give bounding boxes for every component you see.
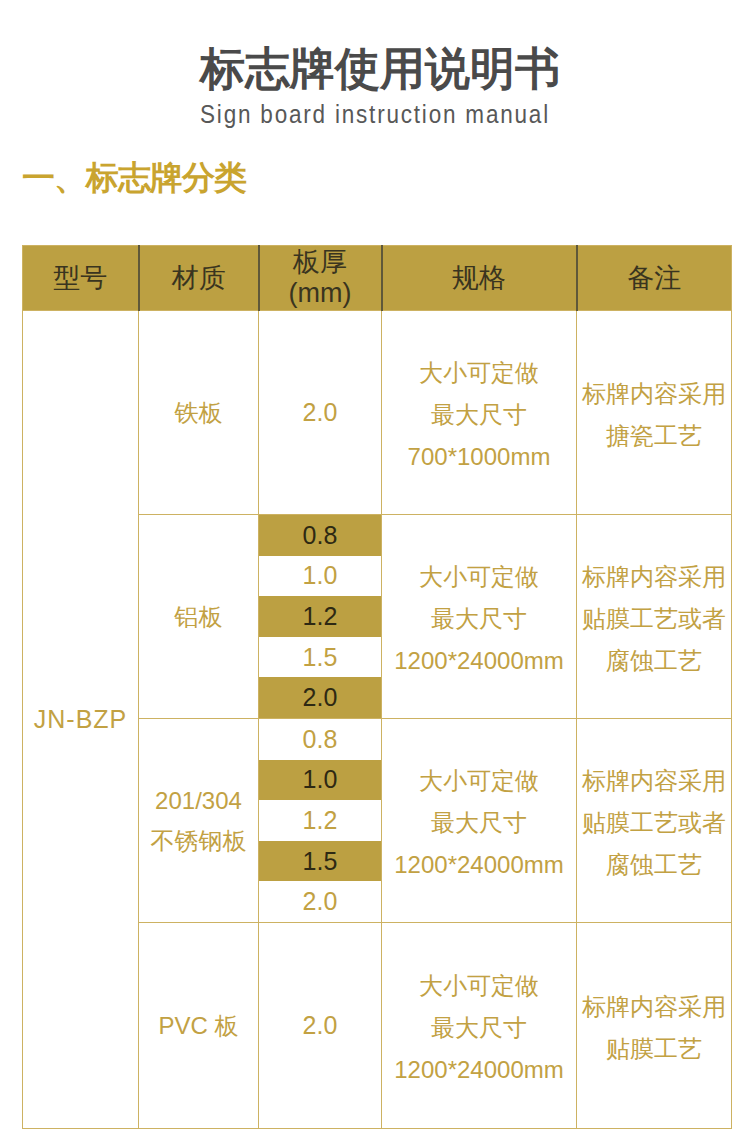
thickness-cell: 0.81.01.21.52.0 — [259, 719, 382, 923]
note-cell: 标牌内容采用 搪瓷工艺 — [577, 311, 732, 515]
thickness-subrow: 1.5 — [259, 841, 381, 882]
col-header-thickness: 板厚 (mm) — [259, 246, 382, 311]
section-heading: 一、标志牌分类 — [22, 161, 246, 194]
thickness-subrow: 2.0 — [259, 881, 381, 922]
spec-table: 型号 材质 板厚 (mm) 规格 备注 JN-BZP 铁板 2.0 大小可定做 … — [22, 245, 732, 1129]
material-cell: 铁板 — [139, 311, 259, 515]
material-cell: 201/304 不锈钢板 — [139, 719, 259, 923]
thickness-subrow: 1.2 — [259, 596, 381, 637]
thickness-cell: 2.0 — [259, 923, 382, 1129]
col-header-model: 型号 — [23, 246, 139, 311]
spec-cell: 大小可定做 最大尺寸 700*1000mm — [382, 311, 577, 515]
thickness-subrow: 0.8 — [259, 515, 381, 556]
spec-cell: 大小可定做 最大尺寸 1200*24000mm — [382, 719, 577, 923]
col-header-material: 材质 — [139, 246, 259, 311]
model-cell: JN-BZP — [23, 311, 139, 1129]
table-header-row: 型号 材质 板厚 (mm) 规格 备注 — [23, 246, 732, 311]
note-cell: 标牌内容采用 贴膜工艺 — [577, 923, 732, 1129]
thickness-subrow: 1.0 — [259, 760, 381, 801]
thickness-subrow: 1.0 — [259, 556, 381, 597]
col-header-spec: 规格 — [382, 246, 577, 311]
thickness-subrow: 2.0 — [259, 677, 381, 718]
col-header-note: 备注 — [577, 246, 732, 311]
thickness-subrow: 0.8 — [259, 719, 381, 760]
material-cell: PVC 板 — [139, 923, 259, 1129]
thickness-subrow: 1.2 — [259, 800, 381, 841]
page-subtitle: Sign board instruction manual — [38, 99, 713, 129]
note-cell: 标牌内容采用 贴膜工艺或者 腐蚀工艺 — [577, 515, 732, 719]
thickness-subrow: 1.5 — [259, 637, 381, 678]
spec-cell: 大小可定做 最大尺寸 1200*24000mm — [382, 515, 577, 719]
material-cell: 铝板 — [139, 515, 259, 719]
page: 标志牌使用说明书 Sign board instruction manual 一… — [0, 0, 750, 1145]
page-title: 标志牌使用说明书 — [5, 44, 750, 94]
thickness-cell: 0.81.01.21.52.0 — [259, 515, 382, 719]
note-cell: 标牌内容采用 贴膜工艺或者 腐蚀工艺 — [577, 719, 732, 923]
thickness-cell: 2.0 — [259, 311, 382, 515]
table-row-iron: JN-BZP 铁板 2.0 大小可定做 最大尺寸 700*1000mm 标牌内容… — [23, 311, 732, 515]
spec-cell: 大小可定做 最大尺寸 1200*24000mm — [382, 923, 577, 1129]
